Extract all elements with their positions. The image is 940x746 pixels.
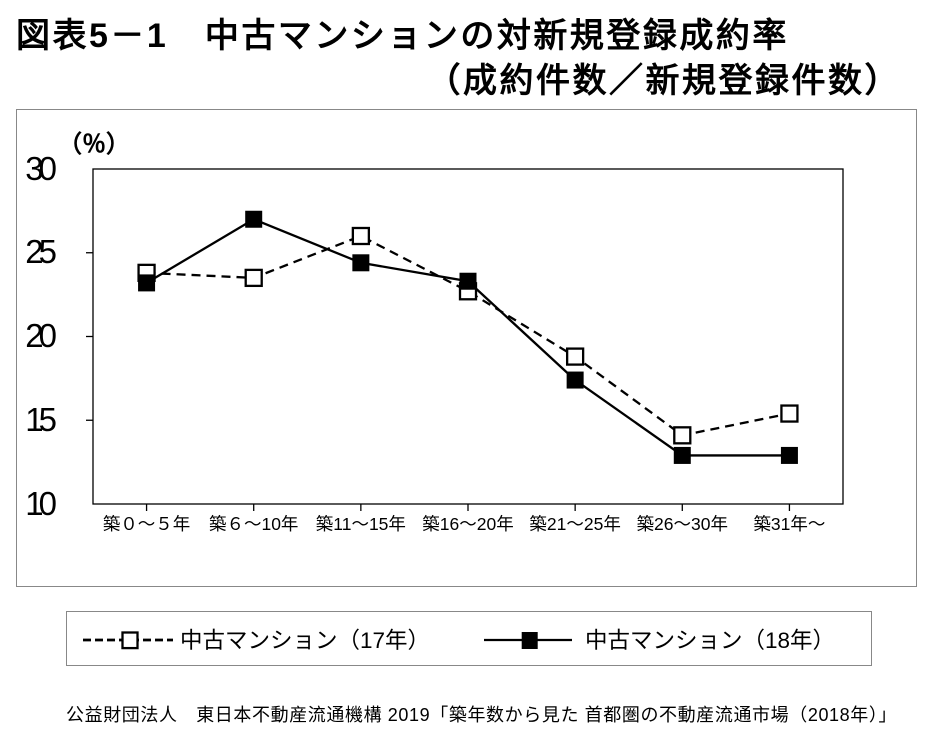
svg-text:中古マンション（17年）: 中古マンション（17年） [180,628,430,653]
svg-text:中古マンション（18年）: 中古マンション（18年） [585,628,835,653]
